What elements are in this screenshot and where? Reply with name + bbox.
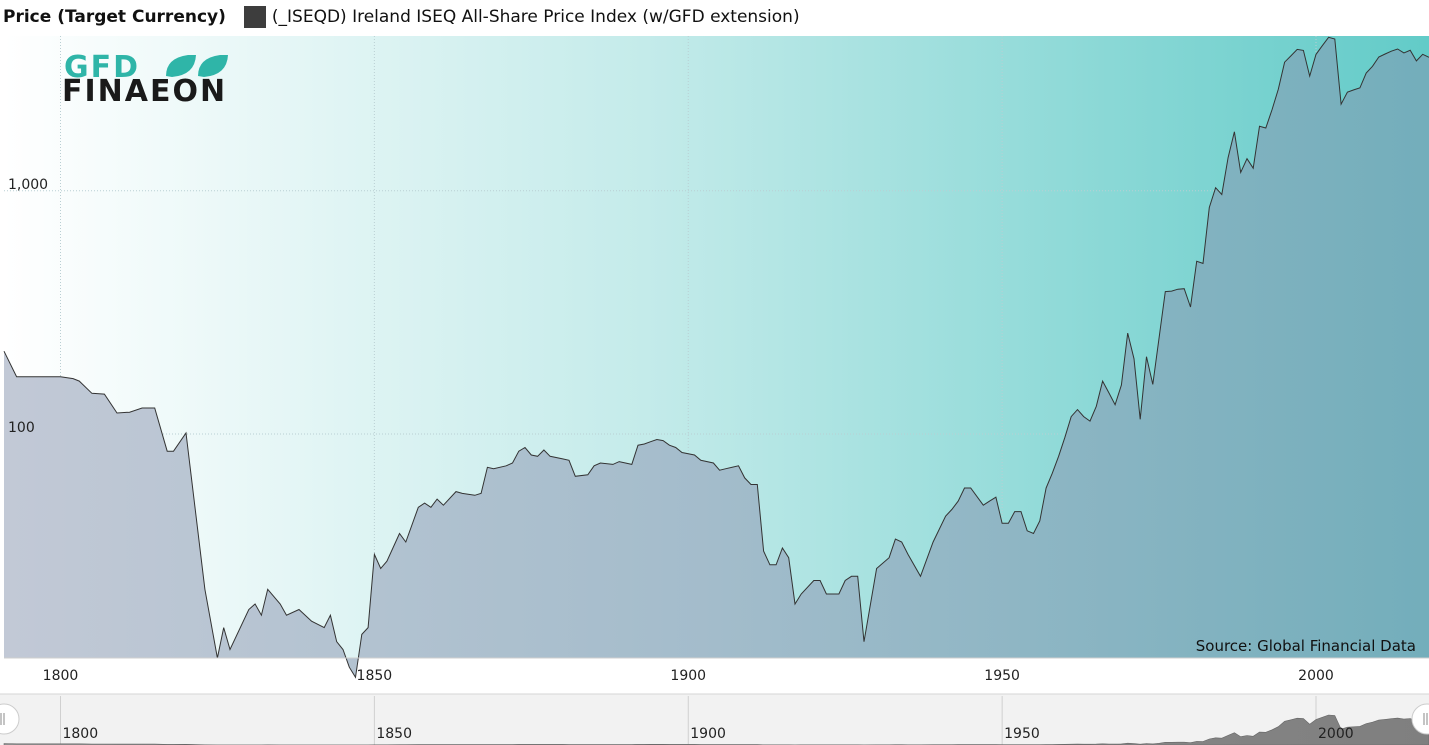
navigator-left-handle[interactable] [0, 703, 20, 735]
navigator-labels: 1800 1850 1900 1950 2000 [62, 726, 1353, 742]
navigator-label: 2000 [1318, 726, 1354, 742]
logo-gfd-text: GFD [64, 50, 140, 85]
y-axis-label: Price (Target Currency) [3, 7, 226, 27]
navigator[interactable]: 1800 1850 1900 1950 2000 [0, 693, 1429, 745]
logo-finaeon-text: FINAEON [62, 74, 227, 109]
navigator-grid [59, 696, 1317, 745]
y-tick-label: 100 [8, 420, 35, 436]
navigator-label: 1850 [376, 726, 412, 742]
x-tick-label: 2000 [1298, 668, 1334, 684]
navigator-background [0, 694, 1429, 745]
navigator-right-handle[interactable] [1411, 703, 1429, 735]
leaf-icon [166, 55, 196, 77]
leaf-icon [198, 55, 228, 77]
y-axis-ticks: 100 1,000 [8, 177, 48, 436]
series-swatch[interactable] [243, 6, 266, 28]
x-tick-label: 1850 [357, 668, 393, 684]
logo: GFD FINAEON [62, 50, 228, 109]
navigator-label: 1800 [62, 726, 98, 742]
y-tick-label: 1,000 [8, 177, 48, 193]
series-area [4, 37, 1429, 678]
x-tick-label: 1900 [670, 668, 706, 684]
x-axis-ticks: 1800 1850 1900 1950 2000 [43, 668, 1334, 684]
legend: Price (Target Currency) (_ISEQD) Ireland… [0, 0, 1429, 34]
x-tick-label: 1950 [984, 668, 1020, 684]
series-line[interactable] [3, 36, 1429, 679]
series-label[interactable]: (_ISEQD) Ireland ISEQ All-Share Price In… [271, 7, 800, 27]
grid [4, 36, 1429, 658]
navigator-label: 1950 [1004, 726, 1040, 742]
navigator-label: 1900 [690, 726, 726, 742]
source-label: Source: Global Financial Data [1196, 637, 1416, 655]
x-tick-label: 1800 [43, 668, 79, 684]
